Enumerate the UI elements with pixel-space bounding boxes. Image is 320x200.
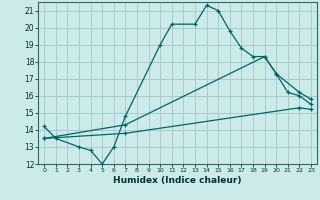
X-axis label: Humidex (Indice chaleur): Humidex (Indice chaleur)	[113, 176, 242, 185]
